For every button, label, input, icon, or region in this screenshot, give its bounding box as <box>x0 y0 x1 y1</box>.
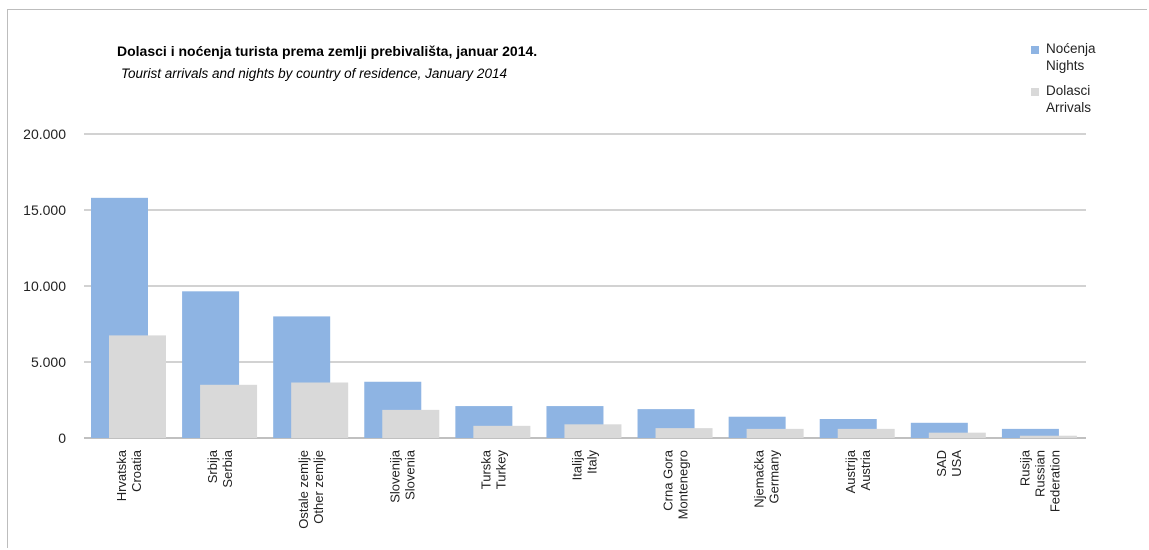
legend-item-nights: Noćenja Nights <box>1031 40 1096 74</box>
chart-title: Dolasci i noćenja turista prema zemlji p… <box>117 43 538 59</box>
bar-arrivals-1 <box>200 384 258 438</box>
legend-swatch-nights <box>1031 46 1039 54</box>
x-tick-label-1: SrbijaSerbia <box>205 449 235 487</box>
legend-label-nights-en: Nights <box>1046 58 1085 73</box>
y-tick-label-1: 5.000 <box>31 354 66 370</box>
bar-arrivals-10 <box>1019 435 1077 438</box>
x-tick-label-5: ItalijaItaly <box>570 449 600 480</box>
bar-arrivals-5 <box>564 424 622 438</box>
bar-arrivals-0 <box>109 335 166 438</box>
chart-frame <box>7 9 1147 548</box>
x-tick-label-2: Ostale zemljeOther zemlje <box>296 450 326 529</box>
x-tick-label-9: SADUSA <box>934 450 964 477</box>
legend-swatch-arrivals <box>1031 88 1039 96</box>
x-tick-label-0: HrvatskaCroatia <box>114 449 144 501</box>
x-tick-label-4: TurskaTurkey <box>478 449 508 489</box>
y-tick-label-3: 15.000 <box>23 202 66 218</box>
bar-arrivals-9 <box>928 432 986 438</box>
bar-arrivals-8 <box>837 428 895 438</box>
x-tick-label-8: AustrijaAustria <box>843 449 873 493</box>
x-tick-label-6: Crna GoraMontenegro <box>661 449 691 519</box>
x-tick-label-10: RusijaRussianFederation <box>1017 449 1062 512</box>
chart-legend: Noćenja Nights Dolasci Arrivals <box>1031 40 1096 124</box>
bar-arrivals-3 <box>382 409 440 438</box>
bar-arrivals-4 <box>473 425 531 438</box>
y-tick-label-4: 20.000 <box>23 126 66 142</box>
x-tick-label-3: SlovenijaSlovenia <box>387 449 417 503</box>
x-tick-label-7: NjemačkaGermany <box>752 449 782 508</box>
legend-label-arrivals-en: Arrivals <box>1046 100 1092 115</box>
bar-arrivals-7 <box>746 428 804 438</box>
legend-label-nights-local: Noćenja <box>1046 41 1096 56</box>
chart-subtitle: Tourist arrivals and nights by country o… <box>121 66 507 81</box>
bar-nights-10 <box>1001 428 1059 438</box>
y-tick-label-2: 10.000 <box>23 278 66 294</box>
bar-arrivals-6 <box>655 428 713 438</box>
y-tick-label-0: 0 <box>58 430 66 446</box>
legend-label-arrivals-local: Dolasci <box>1046 83 1091 98</box>
bar-arrivals-2 <box>291 382 349 438</box>
legend-item-arrivals: Dolasci Arrivals <box>1031 82 1096 116</box>
